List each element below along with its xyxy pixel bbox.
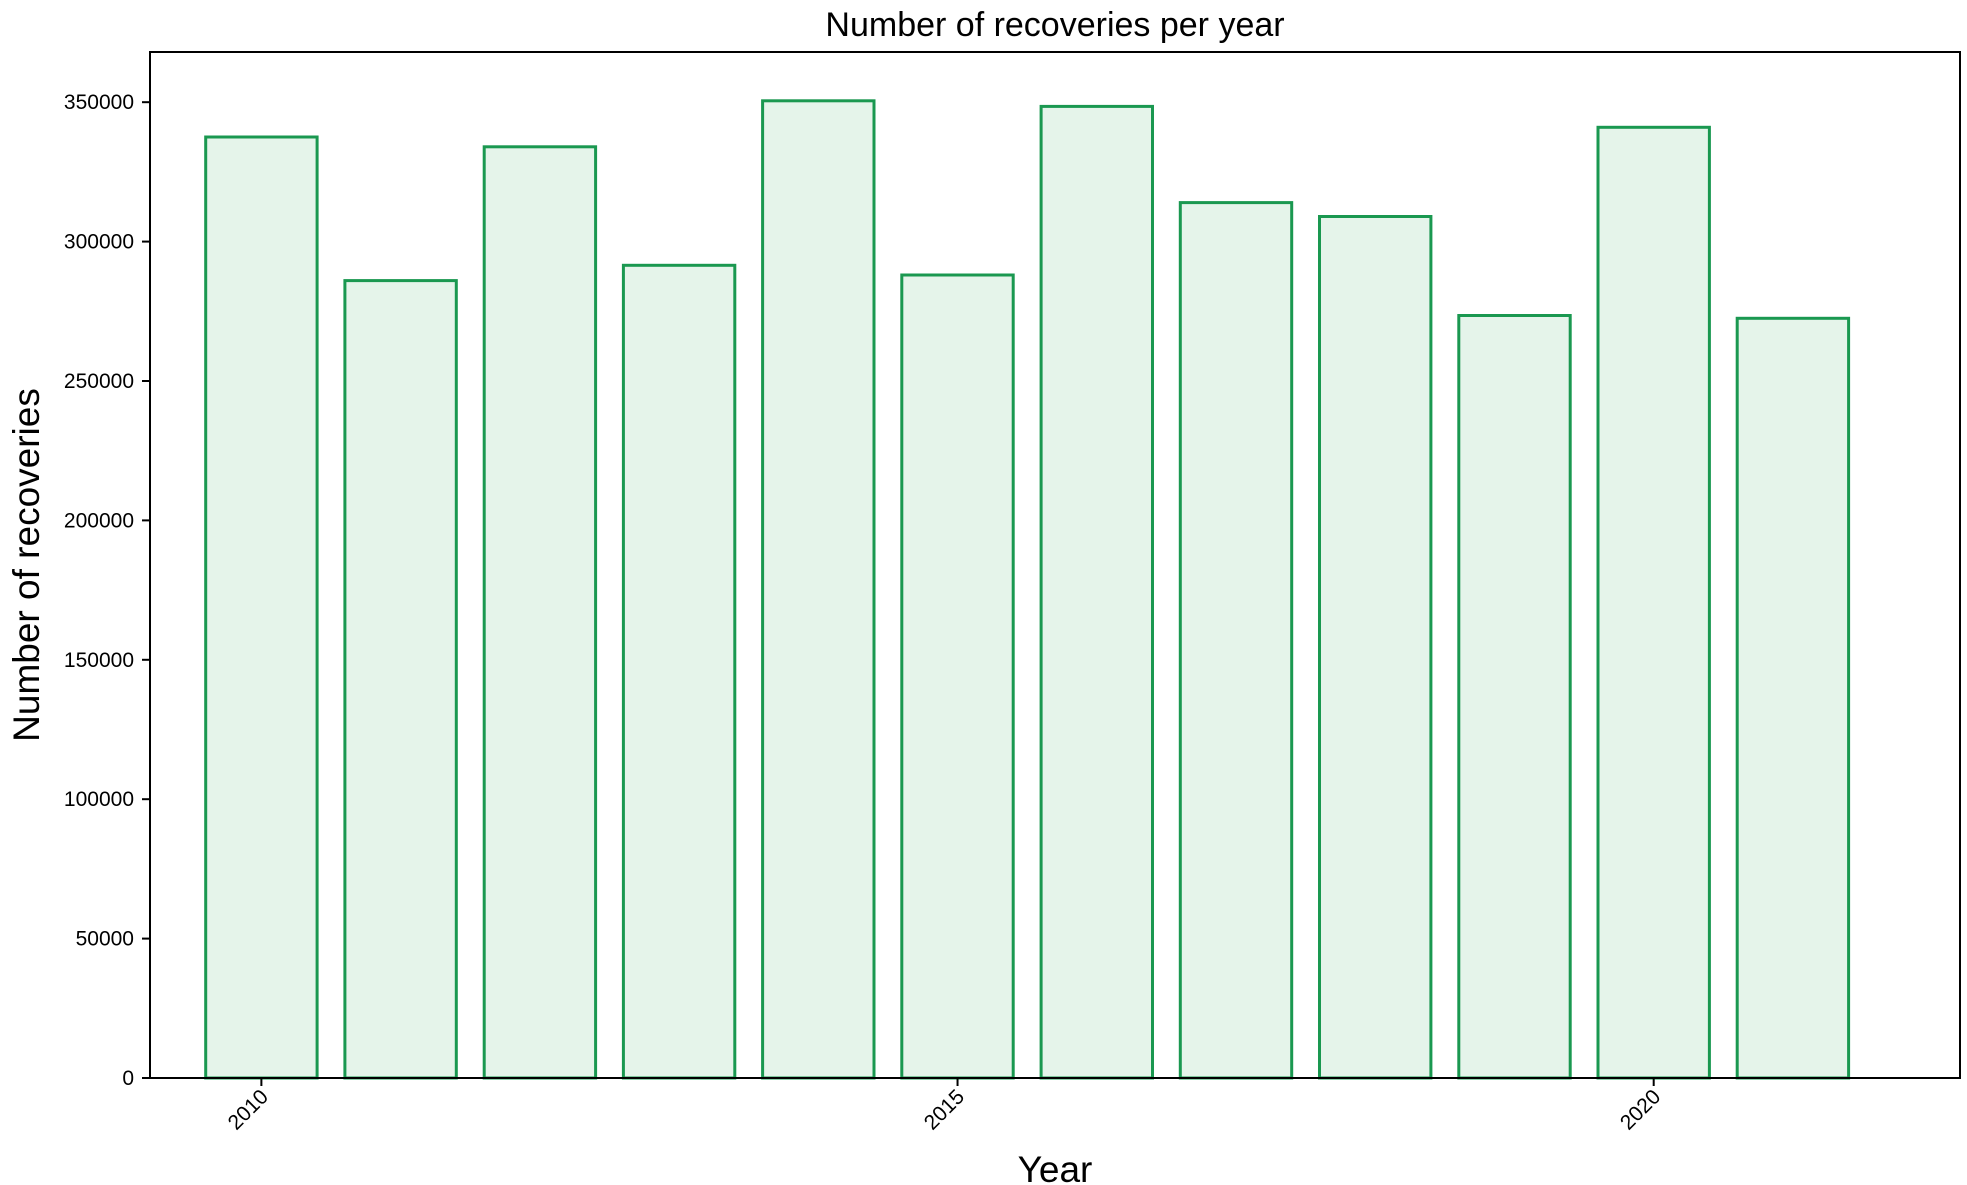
y-tick-label: 300000 bbox=[64, 231, 134, 254]
bars-layer bbox=[204, 99, 1851, 1080]
y-tick-label: 250000 bbox=[64, 370, 134, 393]
y-axis-ticks: 0 50000 100000 150000 200000 250000 300000 3500… bbox=[64, 91, 150, 1090]
y-tick-label: 150000 bbox=[64, 649, 134, 672]
bar-2012 bbox=[482, 145, 598, 1080]
bar-2015 bbox=[900, 273, 1015, 1080]
bar-2010 bbox=[204, 135, 319, 1080]
chart-title: Number of recoveries per year bbox=[825, 6, 1284, 44]
bar-2018 bbox=[1318, 215, 1433, 1080]
bar-2011 bbox=[343, 279, 458, 1080]
plot-area-frame bbox=[149, 51, 1961, 1079]
y-tick-label: 0 bbox=[122, 1067, 134, 1090]
y-tick-label: 350000 bbox=[64, 91, 134, 114]
x-axis-label: Year bbox=[1018, 1149, 1093, 1185]
y-tick-label: 100000 bbox=[64, 788, 134, 811]
bar-2013 bbox=[621, 263, 737, 1080]
y-tick-label: 200000 bbox=[64, 509, 134, 532]
bar-2014 bbox=[761, 99, 876, 1080]
bar-2019 bbox=[1457, 314, 1572, 1080]
bar-2021 bbox=[1735, 316, 1851, 1080]
bar-2017 bbox=[1178, 201, 1294, 1080]
y-tick-label: 50000 bbox=[76, 928, 134, 951]
bar-2020 bbox=[1596, 125, 1711, 1080]
bar-2016 bbox=[1039, 104, 1154, 1080]
y-axis-label: Number of recoveries bbox=[6, 388, 47, 742]
